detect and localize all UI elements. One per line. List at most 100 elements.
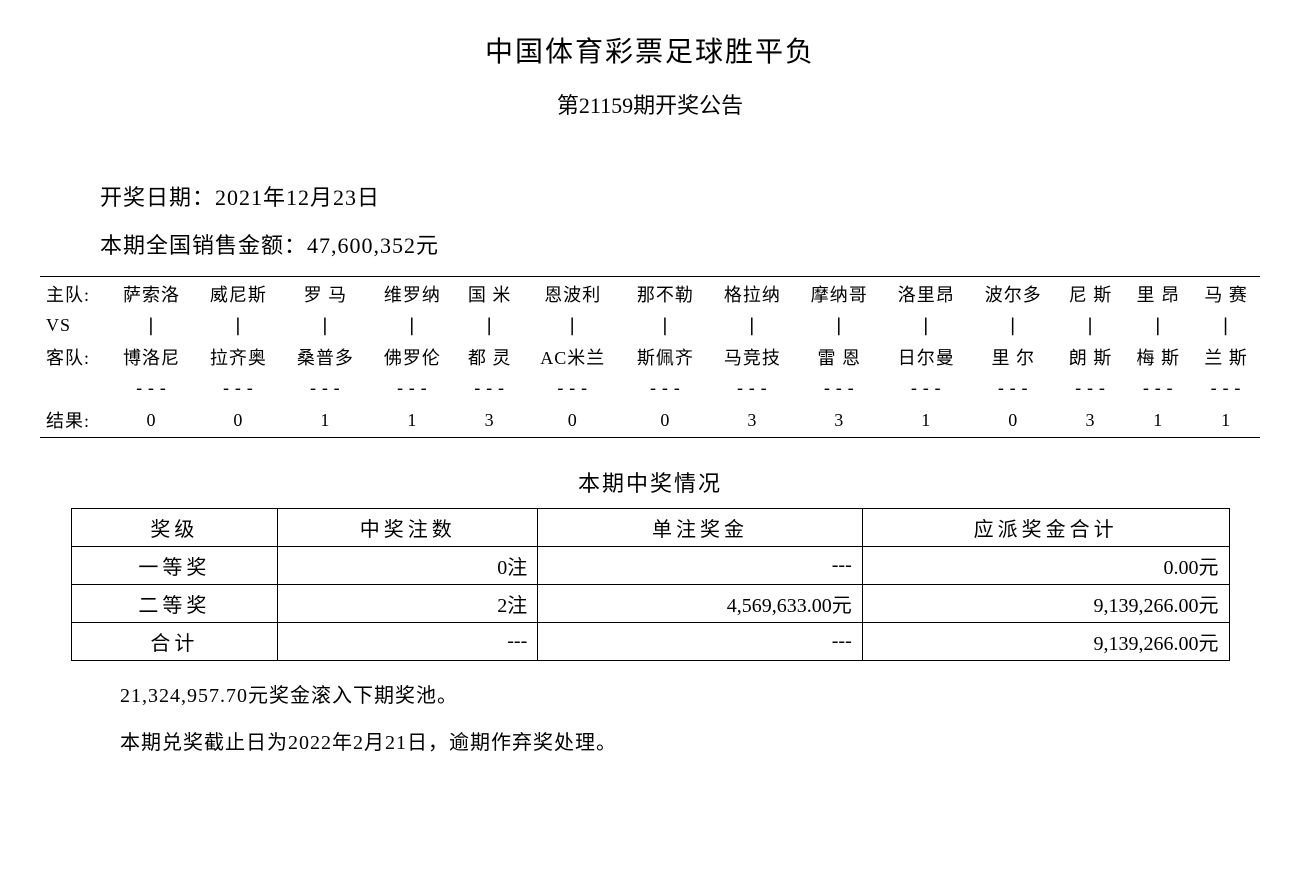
dash: --- bbox=[524, 374, 622, 403]
sales-label: 本期全国销售金额： bbox=[100, 233, 307, 258]
home-team: 尼 斯 bbox=[1057, 277, 1125, 312]
vs-sep: | bbox=[1057, 311, 1125, 340]
col-total: 应派奖金合计 bbox=[862, 509, 1229, 547]
result: 0 bbox=[108, 403, 195, 438]
result: 0 bbox=[622, 403, 709, 438]
home-team: 洛里昂 bbox=[883, 277, 970, 312]
result-row: 结果: 0 0 1 1 3 0 0 3 3 1 0 3 1 1 bbox=[40, 403, 1260, 438]
away-team: 佛罗伦 bbox=[369, 340, 456, 374]
prize-level: 二等奖 bbox=[71, 585, 278, 623]
dash: --- bbox=[369, 374, 456, 403]
main-title: 中国体育彩票足球胜平负 bbox=[40, 30, 1260, 70]
draw-date-label: 开奖日期： bbox=[100, 185, 215, 210]
vs-sep: | bbox=[456, 311, 524, 340]
away-team: 博洛尼 bbox=[108, 340, 195, 374]
result: 1 bbox=[1124, 403, 1192, 438]
away-team: 里 尔 bbox=[970, 340, 1057, 374]
result-label: 结果: bbox=[40, 403, 108, 438]
away-team: 梅 斯 bbox=[1124, 340, 1192, 374]
prize-section-title: 本期中奖情况 bbox=[40, 466, 1260, 498]
result: 1 bbox=[282, 403, 369, 438]
result: 3 bbox=[456, 403, 524, 438]
prize-count: 0注 bbox=[278, 547, 538, 585]
blank-label bbox=[40, 374, 108, 403]
dash: --- bbox=[282, 374, 369, 403]
home-team: 维罗纳 bbox=[369, 277, 456, 312]
vs-sep: | bbox=[709, 311, 796, 340]
result: 1 bbox=[1192, 403, 1260, 438]
col-count: 中奖注数 bbox=[278, 509, 538, 547]
dash-row: --- --- --- --- --- --- --- --- --- --- … bbox=[40, 374, 1260, 403]
away-row: 客队: 博洛尼 拉齐奥 桑普多 佛罗伦 都 灵 AC米兰 斯佩齐 马竞技 雷 恩… bbox=[40, 340, 1260, 374]
sales-line: 本期全国销售金额：47,600,352元 bbox=[100, 228, 1260, 260]
home-team: 马 赛 bbox=[1192, 277, 1260, 312]
vs-sep: | bbox=[282, 311, 369, 340]
away-team: 朗 斯 bbox=[1057, 340, 1125, 374]
dash: --- bbox=[1192, 374, 1260, 403]
subtitle: 第21159期开奖公告 bbox=[40, 88, 1260, 120]
dash: --- bbox=[456, 374, 524, 403]
dash: --- bbox=[970, 374, 1057, 403]
home-team: 萨索洛 bbox=[108, 277, 195, 312]
dash: --- bbox=[796, 374, 883, 403]
prize-count: 2注 bbox=[278, 585, 538, 623]
result: 3 bbox=[796, 403, 883, 438]
draw-date-line: 开奖日期：2021年12月23日 bbox=[100, 180, 1260, 212]
vs-sep: | bbox=[524, 311, 622, 340]
vs-sep: | bbox=[369, 311, 456, 340]
result: 3 bbox=[1057, 403, 1125, 438]
result: 1 bbox=[883, 403, 970, 438]
away-team: AC米兰 bbox=[524, 340, 622, 374]
home-label: 主队: bbox=[40, 277, 108, 312]
vs-label: VS bbox=[40, 311, 108, 340]
rollover-line: 21,324,957.70元奖金滚入下期奖池。 bbox=[120, 679, 1260, 708]
prize-total: 9,139,266.00元 bbox=[862, 623, 1229, 661]
home-team: 摩纳哥 bbox=[796, 277, 883, 312]
vs-sep: | bbox=[883, 311, 970, 340]
prize-level: 一等奖 bbox=[71, 547, 278, 585]
prize-unit: 4,569,633.00元 bbox=[538, 585, 863, 623]
away-team: 都 灵 bbox=[456, 340, 524, 374]
home-team: 那不勒 bbox=[622, 277, 709, 312]
dash: --- bbox=[883, 374, 970, 403]
prize-total: 0.00元 bbox=[862, 547, 1229, 585]
result: 0 bbox=[970, 403, 1057, 438]
dash: --- bbox=[1124, 374, 1192, 403]
home-team: 格拉纳 bbox=[709, 277, 796, 312]
col-level: 奖级 bbox=[71, 509, 278, 547]
match-table: 主队: 萨索洛 威尼斯 罗 马 维罗纳 国 米 恩波利 那不勒 格拉纳 摩纳哥 … bbox=[40, 276, 1260, 438]
deadline-line: 本期兑奖截止日为2022年2月21日，逾期作弃奖处理。 bbox=[120, 726, 1260, 755]
away-team: 桑普多 bbox=[282, 340, 369, 374]
prize-row: 一等奖 0注 --- 0.00元 bbox=[71, 547, 1229, 585]
vs-sep: | bbox=[796, 311, 883, 340]
away-team: 雷 恩 bbox=[796, 340, 883, 374]
vs-sep: | bbox=[1192, 311, 1260, 340]
result: 0 bbox=[524, 403, 622, 438]
prize-unit: --- bbox=[538, 547, 863, 585]
home-row: 主队: 萨索洛 威尼斯 罗 马 维罗纳 国 米 恩波利 那不勒 格拉纳 摩纳哥 … bbox=[40, 277, 1260, 312]
away-team: 马竞技 bbox=[709, 340, 796, 374]
vs-sep: | bbox=[195, 311, 282, 340]
dash: --- bbox=[709, 374, 796, 403]
result: 0 bbox=[195, 403, 282, 438]
prize-row: 二等奖 2注 4,569,633.00元 9,139,266.00元 bbox=[71, 585, 1229, 623]
dash: --- bbox=[622, 374, 709, 403]
prize-level: 合计 bbox=[71, 623, 278, 661]
away-team: 斯佩齐 bbox=[622, 340, 709, 374]
result: 1 bbox=[369, 403, 456, 438]
home-team: 恩波利 bbox=[524, 277, 622, 312]
dash: --- bbox=[195, 374, 282, 403]
dash: --- bbox=[108, 374, 195, 403]
result: 3 bbox=[709, 403, 796, 438]
prize-unit: --- bbox=[538, 623, 863, 661]
dash: --- bbox=[1057, 374, 1125, 403]
away-team: 日尔曼 bbox=[883, 340, 970, 374]
vs-sep: | bbox=[622, 311, 709, 340]
sales-value: 47,600,352元 bbox=[307, 233, 439, 258]
prize-total: 9,139,266.00元 bbox=[862, 585, 1229, 623]
col-unit: 单注奖金 bbox=[538, 509, 863, 547]
vs-sep: | bbox=[1124, 311, 1192, 340]
prize-row-total: 合计 --- --- 9,139,266.00元 bbox=[71, 623, 1229, 661]
home-team: 里 昂 bbox=[1124, 277, 1192, 312]
draw-date-value: 2021年12月23日 bbox=[215, 185, 380, 210]
